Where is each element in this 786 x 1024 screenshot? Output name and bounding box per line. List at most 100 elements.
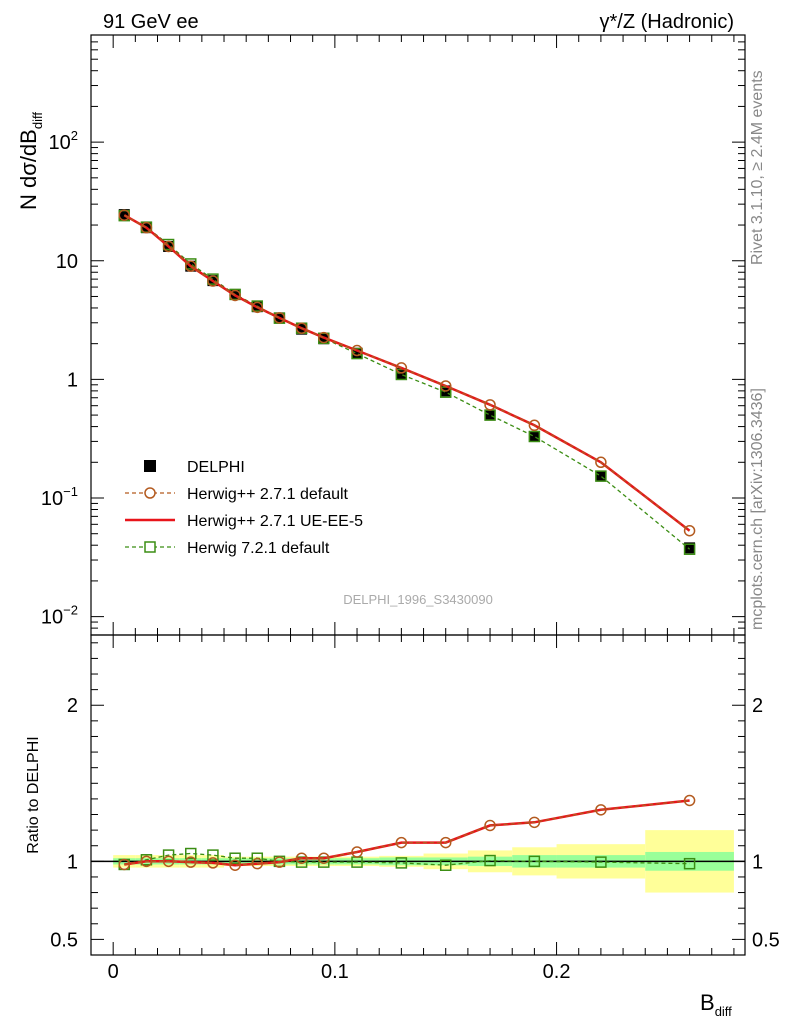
- ratio-y-tick-label-right: 0.5: [752, 929, 780, 951]
- x-tick-label: 0.1: [321, 961, 349, 983]
- main-line-herwigpp-default: [123, 214, 690, 532]
- main-y-tick-exp: −1: [63, 484, 78, 499]
- main-point-delphi: [595, 470, 607, 482]
- main-y-tick-exp: 2: [71, 128, 78, 143]
- legend-label: DELPHI: [187, 459, 245, 476]
- legend: DELPHI Herwig++ 2.7.1 default Herwig++ 2.7…: [125, 459, 363, 557]
- x-label-main: B: [700, 990, 715, 1015]
- x-label-sub: diff: [715, 1004, 732, 1019]
- main-y-tick-label: 1: [67, 369, 78, 391]
- main-point-herwigpp-default: [251, 301, 264, 314]
- main-point-herwigpp-default: [318, 331, 330, 344]
- main-y-label-main: N dσ/dB: [16, 129, 41, 210]
- main-point-delphi: [351, 347, 363, 359]
- rivet-version-label: Rivet 3.1.10, ≥ 2.4M events: [749, 70, 766, 265]
- ratio-point-herwigpp-default: [140, 855, 153, 868]
- legend-marker-herwigpp-default: [144, 487, 156, 499]
- ratio-point-herwigpp-default: [318, 852, 330, 864]
- ratio-point-herwig7: [595, 856, 607, 868]
- ratio-point-herwigpp-default: [439, 836, 452, 849]
- x-tick-label: 0.2: [543, 961, 571, 983]
- ratio-point-herwig7: [683, 857, 696, 870]
- ratio-point-herwigpp-default: [683, 794, 696, 807]
- ratio-point-herwigpp-default: [273, 856, 286, 868]
- main-y-tick-exp: −2: [63, 603, 78, 618]
- x-axis-label: Bdiff: [700, 990, 732, 1019]
- main-y-tick-label: 10: [56, 251, 78, 273]
- ratio-y-tick-label: 0.5: [50, 929, 78, 951]
- main-point-herwigpp-default: [395, 362, 408, 374]
- ratio-y-tick-label-right: 2: [752, 695, 763, 717]
- legend-marker-herwig7: [144, 541, 156, 553]
- main-point-delphi: [118, 209, 130, 221]
- main-y-tick-base: 10: [41, 607, 63, 629]
- ratio-point-herwigpp-default: [207, 857, 219, 869]
- ratio-y-axis-label: Ratio to DELPHI: [25, 736, 42, 853]
- main-point-herwigpp-default: [140, 221, 153, 234]
- main-y-tick-base: 1: [67, 369, 78, 391]
- ratio-point-herwig7: [185, 847, 197, 860]
- main-point-delphi: [484, 409, 496, 421]
- ratio-line-herwigpp-default: [124, 799, 690, 866]
- ratio-point-herwigpp-default: [351, 846, 363, 858]
- main-point-herwigpp-default: [683, 524, 696, 537]
- ratio-point-herwigpp-default: [118, 858, 131, 871]
- main-point-delphi: [684, 542, 696, 554]
- x-tick-label: 0: [108, 961, 119, 983]
- legend-marker-delphi: [144, 460, 156, 472]
- ratio-point-herwigpp-default: [185, 856, 197, 868]
- main-y-tick-base: 10: [56, 251, 78, 273]
- ratio-point-herwigpp-default: [162, 855, 175, 868]
- main-point-herwig7: [395, 368, 408, 381]
- ratio-line-herwig7: [124, 852, 690, 866]
- legend-label: Herwig++ 2.7.1 default: [187, 486, 349, 503]
- main-point-herwigpp-default: [118, 209, 131, 221]
- main-point-herwigpp-default: [351, 344, 363, 357]
- main-point-delphi: [528, 430, 540, 442]
- header-left: 91 GeV ee: [103, 11, 199, 33]
- header-right: γ*/Z (Hadronic): [600, 11, 734, 33]
- ratio-point-herwigpp-default: [484, 819, 496, 832]
- analysis-watermark: DELPHI_1996_S3430090: [343, 592, 493, 607]
- legend-label: Herwig++ 2.7.1 UE-EE-5: [187, 513, 363, 530]
- mcplots-label: mcplots.cern.ch [arXiv:1306.3436]: [749, 388, 766, 630]
- main-point-herwigpp-default: [484, 399, 496, 411]
- main-y-tick-label: 10−1: [41, 484, 78, 510]
- ratio-point-herwigpp-default: [395, 836, 408, 849]
- main-y-axis-label: N dσ/dBdiff: [16, 112, 45, 210]
- ratio-point-herwig7: [229, 852, 241, 864]
- main-point-herwigpp-default: [207, 275, 219, 287]
- main-y-label-sub: diff: [30, 112, 45, 129]
- main-point-herwigpp-default: [229, 289, 241, 302]
- main-point-herwigpp-default: [295, 322, 308, 334]
- ratio-point-herwig7: [439, 859, 452, 871]
- ratio-point-herwigpp-default: [595, 804, 607, 816]
- main-point-herwig7: [528, 430, 541, 443]
- main-y-tick-label: 102: [49, 128, 78, 154]
- main-point-herwigpp-default: [595, 456, 607, 469]
- ratio-point-herwigpp-default: [528, 816, 541, 829]
- ratio-y-tick-label: 1: [67, 851, 78, 873]
- main-y-tick-label: 10−2: [41, 603, 78, 629]
- main-point-herwig7: [595, 470, 607, 482]
- ratio-point-herwig7: [207, 849, 219, 861]
- ratio-point-herwigpp-default: [229, 859, 241, 871]
- main-point-herwigpp-default: [162, 240, 175, 253]
- ratio-point-herwig7: [395, 857, 408, 869]
- main-y-tick-base: 10: [41, 488, 63, 510]
- svg-text:N dσ/dBdiff: N dσ/dBdiff: [16, 112, 45, 210]
- ratio-point-herwig7: [528, 855, 541, 868]
- main-point-herwig7: [683, 543, 696, 555]
- ratio-y-tick-label-right: 1: [752, 851, 763, 873]
- legend-label: Herwig 7.2.1 default: [187, 540, 330, 557]
- main-point-herwigpp-default: [185, 260, 197, 272]
- main-point-herwigpp-default: [439, 380, 452, 392]
- ratio-frame: [90, 634, 746, 956]
- main-y-tick-base: 10: [49, 132, 71, 154]
- ratio-point-herwig7: [484, 854, 496, 867]
- ratio-point-herwigpp-default: [251, 857, 264, 870]
- ratio-y-tick-label: 2: [67, 695, 78, 717]
- main-point-herwigpp-default: [273, 312, 286, 324]
- ratio-panel: 0 0.1 0.2 0.5 0.5 1 1 2 2: [50, 634, 780, 983]
